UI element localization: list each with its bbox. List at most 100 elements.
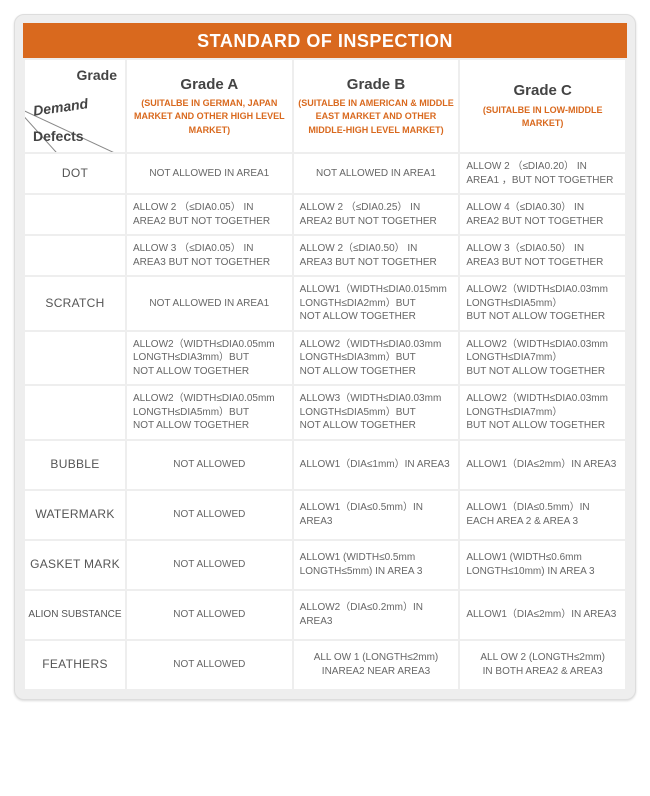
table-row: ALION SUBSTANCE NOT ALLOWED ALLOW2（DIA≤0.2… [25, 591, 625, 639]
inspection-panel: STANDARD OF INSPECTION Grade Demand Defe… [14, 14, 636, 700]
cell-line: IN BOTH AREA2 & AREA3 [466, 665, 619, 679]
cell-grade-b: ALLOW 2（≤DIA0.50） IN AREA3 BUT NOT TOGET… [294, 236, 459, 275]
table-row: ALLOW2（WIDTH≤DIA0.05mm LONGTH≤DIA3mm）BUT… [25, 332, 625, 385]
cell-line: NOT ALLOW TOGETHER [300, 419, 453, 433]
cell-line: ALLOW1（DIA≤2mm）IN AREA3 [466, 608, 619, 622]
cell-grade-c: ALLOW2（WIDTH≤DIA0.03mm LONGTH≤DIA7mm）BUT… [460, 332, 625, 385]
cell-grade-b: ALLOW1（DIA≤0.5mm）IN AREA3 [294, 491, 459, 539]
cell-line: NOT ALLOWED IN AREA1 [133, 297, 286, 311]
table-row: BUBBLE NOT ALLOWED ALLOW1（DIA≤1mm）IN AREA3… [25, 441, 625, 489]
cell-grade-a: ALLOW 3 （≤DIA0.05） IN AREA3 BUT NOT TOGE… [127, 236, 292, 275]
row-label [25, 195, 125, 234]
table-row: ALLOW 3 （≤DIA0.05） IN AREA3 BUT NOT TOGE… [25, 236, 625, 275]
table-row: GASKET MARK NOT ALLOWED ALLOW1 (WIDTH≤0.5… [25, 541, 625, 589]
row-label: DOT [25, 154, 125, 193]
cell-line: NOT ALLOWED [133, 508, 286, 522]
cell-line: NOT ALLOWED IN AREA1 [300, 167, 453, 181]
cell-line: NOT ALLOW TOGETHER [300, 365, 453, 379]
cell-grade-a: NOT ALLOWED [127, 441, 292, 489]
inspection-table: Grade Demand Defects Grade A (SUITALBE I… [23, 58, 627, 691]
cell-line: ALLOW2（WIDTH≤DIA0.05mm LONGTH≤DIA5mm）BUT [133, 392, 286, 419]
cell-grade-b: ALLOW 2 （≤DIA0.25） IN AREA2 BUT NOT TOGE… [294, 195, 459, 234]
grade-c-header: Grade C (SUITALBE IN LOW-MIDDLE MARKET) [460, 60, 625, 152]
cell-grade-c: ALLOW2（WIDTH≤DIA0.03mm LONGTH≤DIA7mm）BUT… [460, 386, 625, 439]
table-row: FEATHERS NOT ALLOWED ALL OW 1 (LONGTH≤2mm)… [25, 641, 625, 689]
cell-line: ALLOW 2 （≤DIA0.20） IN AREA1 ，BUT NOT TOG… [466, 160, 619, 187]
row-label: WATERMARK [25, 491, 125, 539]
cell-grade-c: ALLOW 3（≤DIA0.50） IN AREA3 BUT NOT TOGET… [460, 236, 625, 275]
cell-grade-a: NOT ALLOWED IN AREA1 [127, 154, 292, 193]
grade-name: Grade A [131, 75, 288, 95]
corner-grade-label: Grade [77, 66, 117, 85]
cell-line: ALL OW 2 (LONGTH≤2mm) [466, 651, 619, 665]
cell-line: ALLOW1（DIA≤2mm）IN AREA3 [466, 458, 619, 472]
cell-grade-c: ALLOW1（DIA≤2mm）IN AREA3 [460, 591, 625, 639]
cell-grade-a: ALLOW2（WIDTH≤DIA0.05mm LONGTH≤DIA3mm）BUT… [127, 332, 292, 385]
cell-line: BUT NOT ALLOW TOGETHER [466, 365, 619, 379]
cell-line: ALL OW 1 (LONGTH≤2mm) [300, 651, 453, 665]
grade-desc: (SUITALBE IN AMERICAN & MIDDLE EAST MARK… [298, 98, 454, 135]
cell-line: INAREA2 NEAR AREA3 [300, 665, 453, 679]
cell-line: ALLOW1 (WIDTH≤0.6mm [466, 551, 619, 565]
cell-grade-c: ALLOW1 (WIDTH≤0.6mm LONGTH≤10mm) IN AREA… [460, 541, 625, 589]
grade-name: Grade B [298, 75, 455, 95]
corner-defects-label: Defects [33, 127, 84, 146]
row-label [25, 332, 125, 385]
cell-line: NOT ALLOWED [133, 658, 286, 672]
cell-grade-c: ALLOW1（DIA≤2mm）IN AREA3 [460, 441, 625, 489]
row-label: BUBBLE [25, 441, 125, 489]
cell-line: NOT ALLOW TOGETHER [300, 310, 453, 324]
cell-grade-b: ALLOW3（WIDTH≤DIA0.03mm LONGTH≤DIA5mm）BUT… [294, 386, 459, 439]
table-row: WATERMARK NOT ALLOWED ALLOW1（DIA≤0.5mm）IN … [25, 491, 625, 539]
row-label: SCRATCH [25, 277, 125, 330]
cell-grade-c: ALLOW2（WIDTH≤DIA0.03mm LONGTH≤DIA5mm） BU… [460, 277, 625, 330]
table-row: ALLOW2（WIDTH≤DIA0.05mm LONGTH≤DIA5mm）BUT… [25, 386, 625, 439]
row-label: FEATHERS [25, 641, 125, 689]
panel-title: STANDARD OF INSPECTION [23, 23, 627, 58]
cell-line: ALLOW2（WIDTH≤DIA0.03mm LONGTH≤DIA7mm） [466, 392, 619, 419]
cell-line: NOT ALLOW TOGETHER [133, 365, 286, 379]
cell-grade-b: NOT ALLOWED IN AREA1 [294, 154, 459, 193]
cell-grade-c: ALLOW 4（≤DIA0.30） IN AREA2 BUT NOT TOGET… [460, 195, 625, 234]
cell-line: ALLOW 2（≤DIA0.50） IN AREA3 BUT NOT TOGET… [300, 242, 453, 269]
cell-line: BUT NOT ALLOW TOGETHER [466, 419, 619, 433]
cell-line: ALLOW2（WIDTH≤DIA0.05mm LONGTH≤DIA3mm）BUT [133, 338, 286, 365]
cell-line: ALLOW2（WIDTH≤DIA0.03mm LONGTH≤DIA7mm） [466, 338, 619, 365]
cell-line: ALLOW1 (WIDTH≤0.5mm [300, 551, 453, 565]
row-label: GASKET MARK [25, 541, 125, 589]
cell-line: ALLOW1（DIA≤0.5mm）IN EACH AREA 2 & AREA 3 [466, 501, 619, 528]
cell-line: ALLOW1（DIA≤1mm）IN AREA3 [300, 458, 453, 472]
cell-line: ALLOW2（DIA≤0.2mm）IN AREA3 [300, 601, 453, 628]
cell-grade-b: ALL OW 1 (LONGTH≤2mm)INAREA2 NEAR AREA3 [294, 641, 459, 689]
cell-line: ALLOW 2 （≤DIA0.25） IN AREA2 BUT NOT TOGE… [300, 201, 453, 228]
grade-name: Grade C [464, 81, 621, 101]
cell-line: NOT ALLOW TOGETHER [133, 419, 286, 433]
cell-grade-b: ALLOW2（DIA≤0.2mm）IN AREA3 [294, 591, 459, 639]
row-label [25, 386, 125, 439]
cell-line: NOT ALLOWED [133, 458, 286, 472]
cell-grade-c: ALLOW 2 （≤DIA0.20） IN AREA1 ，BUT NOT TOG… [460, 154, 625, 193]
grade-desc: (SUITALBE IN LOW-MIDDLE MARKET) [483, 105, 603, 129]
cell-grade-a: NOT ALLOWED IN AREA1 [127, 277, 292, 330]
cell-line: ALLOW 3 （≤DIA0.05） IN AREA3 BUT NOT TOGE… [133, 242, 286, 269]
cell-line: ALLOW1（DIA≤0.5mm）IN AREA3 [300, 501, 453, 528]
table-row: SCRATCHNOT ALLOWED IN AREA1ALLOW1（WIDTH≤… [25, 277, 625, 330]
cell-grade-a: NOT ALLOWED [127, 641, 292, 689]
cell-grade-a: ALLOW 2 （≤DIA0.05） IN AREA2 BUT NOT TOGE… [127, 195, 292, 234]
row-label: ALION SUBSTANCE [25, 591, 125, 639]
row-label [25, 236, 125, 275]
cell-line: ALLOW3（WIDTH≤DIA0.03mm LONGTH≤DIA5mm）BUT [300, 392, 453, 419]
table-row: DOTNOT ALLOWED IN AREA1NOT ALLOWED IN AR… [25, 154, 625, 193]
grade-a-header: Grade A (SUITALBE IN GERMAN, JAPAN MARKE… [127, 60, 292, 152]
cell-grade-b: ALLOW1 (WIDTH≤0.5mm LONGTH≤5mm) IN AREA … [294, 541, 459, 589]
cell-grade-a: NOT ALLOWED [127, 541, 292, 589]
cell-line: NOT ALLOWED [133, 558, 286, 572]
grade-desc: (SUITALBE IN GERMAN, JAPAN MARKET AND OT… [134, 98, 285, 135]
cell-grade-c: ALLOW1（DIA≤0.5mm）IN EACH AREA 2 & AREA 3 [460, 491, 625, 539]
cell-line: ALLOW 2 （≤DIA0.05） IN AREA2 BUT NOT TOGE… [133, 201, 286, 228]
cell-line: NOT ALLOWED [133, 608, 286, 622]
corner-header: Grade Demand Defects [25, 60, 125, 152]
cell-grade-b: ALLOW2（WIDTH≤DIA0.03mm LONGTH≤DIA3mm）BUT… [294, 332, 459, 385]
cell-grade-a: NOT ALLOWED [127, 491, 292, 539]
cell-line: ALLOW2（WIDTH≤DIA0.03mm LONGTH≤DIA3mm）BUT [300, 338, 453, 365]
